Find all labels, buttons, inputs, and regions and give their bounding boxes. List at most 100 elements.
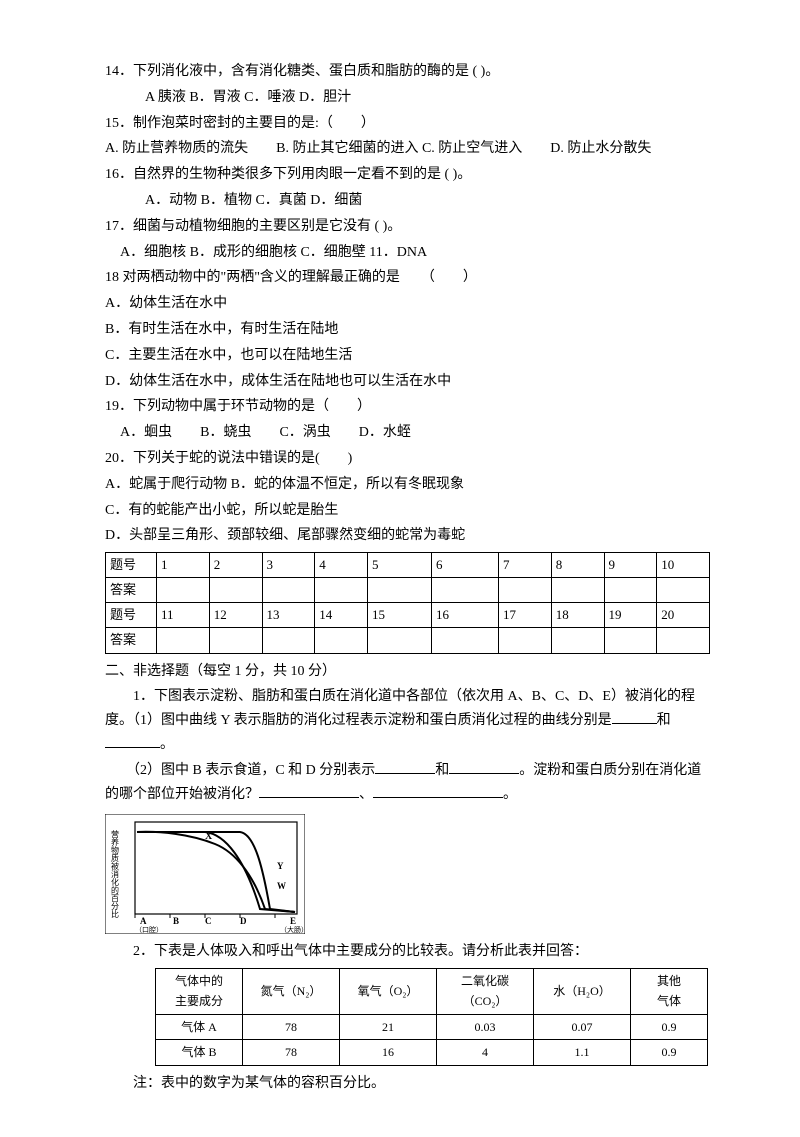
cell: 0.07 [534,1014,631,1039]
cell[interactable] [657,628,710,653]
fill-blank[interactable] [259,783,359,798]
cell: 78 [243,1040,340,1065]
q15-options: A. 防止营养物质的流失 B. 防止其它细菌的进入 C. 防止空气进入 D. 防… [105,137,710,161]
cell[interactable] [551,578,604,603]
y-axis-label: 营养物质被消化的百分比 [111,829,120,919]
cell: 4 [437,1040,534,1065]
cell[interactable] [262,628,315,653]
cell: 7 [499,553,552,578]
col-header: 其他气体 [631,969,708,1015]
svg-text:B: B [173,916,179,926]
cell[interactable] [368,628,432,653]
q14-options: A 胰液 B．胃液 C．唾液 D．胆汁 [105,86,710,110]
cell: 15 [368,603,432,628]
cell[interactable] [157,628,210,653]
svg-text:Y: Y [277,861,284,871]
cell: 14 [315,603,368,628]
cell: 16 [432,603,499,628]
cell: 0.9 [631,1040,708,1065]
cell: 6 [432,553,499,578]
digestion-chart: 营养物质被消化的百分比 X Y W A B C D E （口腔） （大肠） [105,814,305,934]
cell: 2 [209,553,262,578]
cell: 10 [657,553,710,578]
col-header: 二氧化碳（CO₂） [437,969,534,1015]
cell[interactable] [315,578,368,603]
fill-blank[interactable] [105,733,160,748]
cell: 9 [604,553,657,578]
cell: 8 [551,553,604,578]
fill-blank[interactable] [373,783,503,798]
q18-a: A．幼体生活在水中 [105,292,710,316]
col-header: 气体中的主要成分 [156,969,243,1015]
table-row: 题号 1 2 3 4 5 6 7 8 9 10 [106,553,710,578]
table-row: 答案 [106,578,710,603]
sec2-q1-p1: 1．下图表示淀粉、脂肪和蛋白质在消化道中各部位（依次用 A、B、C、D、E）被消… [105,685,710,756]
sec2-q2: 2．下表是人体吸入和呼出气体中主要成分的比较表。请分析此表并回答： [105,940,710,964]
cell[interactable] [432,628,499,653]
table-row: 气体中的主要成分 氮气（N₂） 氧气（O₂） 二氧化碳（CO₂） 水（H₂O） … [156,969,708,1015]
cell[interactable] [604,628,657,653]
fill-blank[interactable] [612,709,657,724]
cell: 0.03 [437,1014,534,1039]
q18-c: C．主要生活在水中，也可以在陆地生活 [105,344,710,368]
cell: 18 [551,603,604,628]
row-label: 题号 [106,603,157,628]
cell[interactable] [368,578,432,603]
col-header: 氮气（N₂） [243,969,340,1015]
question-16: 16．自然界的生物种类很多下列用肉眼一定看不到的是 ( )。 [105,163,710,187]
q20-c: C．有的蛇能产出小蛇，所以蛇是胎生 [105,499,710,523]
text: 和 [657,713,671,728]
cell[interactable] [209,628,262,653]
cell[interactable] [315,628,368,653]
cell[interactable] [551,628,604,653]
cell: 3 [262,553,315,578]
cell[interactable] [604,578,657,603]
text: 。 [160,737,174,752]
svg-text:A: A [140,916,147,926]
cell: 16 [340,1040,437,1065]
question-20-stem: 20．下列关于蛇的说法中错误的是( ) [105,447,710,471]
question-17: 17．细菌与动植物细胞的主要区别是它没有 ( )。 [105,215,710,239]
cell: 17 [499,603,552,628]
question-14: 14．下列消化液中，含有消化糖类、蛋白质和脂肪的酶的是 ( )。 [105,60,710,84]
svg-text:（口腔）: （口腔） [135,925,163,934]
cell: 4 [315,553,368,578]
cell: 19 [604,603,657,628]
svg-text:（大肠）: （大肠） [280,925,305,934]
sec2-q1-p2: （2）图中 B 表示食道，C 和 D 分别表示和。淀粉和蛋白质分别在消化道的哪个… [105,759,710,807]
cell: 13 [262,603,315,628]
table-note: 注：表中的数字为某气体的容积百分比。 [105,1072,710,1096]
svg-text:W: W [277,881,286,891]
cell[interactable] [657,578,710,603]
q16-stem: 16．自然界的生物种类很多下列用肉眼一定看不到的是 ( )。 [105,167,471,182]
fill-blank[interactable] [449,759,519,774]
cell[interactable] [499,578,552,603]
q17-options: A．细胞核 B．成形的细胞核 C．细胞壁 11．DNA [105,241,710,265]
table-row: 答案 [106,628,710,653]
cell[interactable] [262,578,315,603]
question-18-stem: 18 对两栖动物中的"两栖"含义的理解最正确的是 （ ） [105,266,710,290]
text: 、 [359,787,373,802]
text: 和 [435,763,449,778]
cell: 78 [243,1014,340,1039]
q18-d: D．幼体生活在水中，成体生活在陆地也可以生活在水中 [105,370,710,394]
cell: 气体 B [156,1040,243,1065]
cell[interactable] [432,578,499,603]
cell: 气体 A [156,1014,243,1039]
cell[interactable] [157,578,210,603]
svg-text:D: D [240,916,247,926]
row-label: 题号 [106,553,157,578]
cell[interactable] [499,628,552,653]
q20-ab: A．蛇属于爬行动物 B．蛇的体温不恒定，所以有冬眠现象 [105,473,710,497]
q15-stem: 15．制作泡菜时密封的主要目的是:（ ） [105,116,375,131]
q19-options: A．蛔虫 B．蛲虫 C．涡虫 D．水蛭 [105,421,710,445]
col-header: 水（H₂O） [534,969,631,1015]
question-19-stem: 19．下列动物中属于环节动物的是（ ） [105,395,710,419]
cell: 12 [209,603,262,628]
fill-blank[interactable] [375,759,435,774]
answer-grid: 题号 1 2 3 4 5 6 7 8 9 10 答案 题号 11 12 13 1… [105,552,710,653]
cell: 1.1 [534,1040,631,1065]
text: 1．下图表示淀粉、脂肪和蛋白质在消化道中各部位（依次用 A、B、C、D、E）被消… [105,689,695,728]
section-2-title: 二、非选择题（每空 1 分，共 10 分） [105,660,710,684]
cell[interactable] [209,578,262,603]
